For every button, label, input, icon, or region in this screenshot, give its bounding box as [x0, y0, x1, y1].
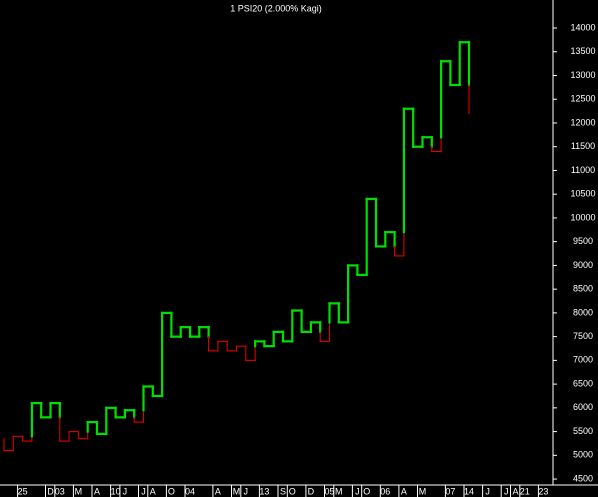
- x-tick-label: M: [335, 486, 343, 496]
- y-tick-label: 14000: [570, 22, 595, 32]
- x-tick-label: 14: [464, 486, 474, 496]
- x-tick-label: J: [504, 486, 509, 496]
- x-tick-label: D: [47, 486, 54, 496]
- y-tick-label: 13000: [570, 70, 595, 80]
- y-tick-label: 6500: [573, 378, 593, 388]
- y-tick-label: 13500: [570, 46, 595, 56]
- y-tick-label: 7500: [573, 331, 593, 341]
- x-tick-label: 10: [111, 486, 121, 496]
- x-tick-label: D: [308, 486, 315, 496]
- y-tick-label: 12500: [570, 94, 595, 104]
- x-tick-label: J: [355, 486, 360, 496]
- x-tick-label: J: [123, 486, 128, 496]
- y-tick-label: 11000: [571, 165, 595, 175]
- y-tick-label: 10000: [570, 212, 595, 222]
- x-tick-label: O: [363, 486, 370, 496]
- x-tick-label: M: [233, 486, 241, 496]
- x-tick-label: A: [150, 486, 156, 496]
- y-tick-label: 5000: [573, 450, 593, 460]
- y-tick-label: 6000: [573, 402, 593, 412]
- x-tick-label: 03: [55, 486, 65, 496]
- chart-title: 1 PSI20 (2.000% Kagi): [230, 3, 322, 13]
- y-tick-label: 9500: [573, 236, 593, 246]
- y-tick-label: 4500: [573, 473, 593, 483]
- x-tick-label: 13: [259, 486, 269, 496]
- x-tick-label: A: [94, 486, 100, 496]
- x-tick-label: 04: [185, 486, 195, 496]
- y-tick-label: 7000: [573, 355, 593, 365]
- y-tick-label: 11500: [571, 141, 595, 151]
- x-tick-label: J: [244, 486, 249, 496]
- x-tick-label: O: [168, 486, 175, 496]
- x-tick-label: 07: [445, 486, 455, 496]
- x-tick-label: M: [75, 486, 83, 496]
- x-tick-label: O: [289, 486, 296, 496]
- y-tick-label: 8500: [573, 284, 593, 294]
- x-tick-label: 25: [18, 486, 28, 496]
- x-tick-label: A: [512, 486, 518, 496]
- x-tick-label: 06: [380, 486, 390, 496]
- x-tick-label: 05: [324, 486, 334, 496]
- x-tick-label: A: [215, 486, 221, 496]
- x-tick-label: S: [280, 486, 286, 496]
- x-tick-label: A: [401, 486, 407, 496]
- x-tick-label: J: [141, 486, 146, 496]
- y-tick-label: 5500: [573, 426, 593, 436]
- y-tick-label: 10500: [570, 189, 595, 199]
- y-tick-label: 9000: [573, 260, 593, 270]
- y-tick-label: 12000: [570, 117, 595, 127]
- x-tick-label: 21: [520, 486, 530, 496]
- x-tick-label: M: [419, 486, 427, 496]
- x-tick-label: 23: [538, 486, 548, 496]
- y-tick-label: 8000: [573, 307, 593, 317]
- x-tick-label: J: [485, 486, 490, 496]
